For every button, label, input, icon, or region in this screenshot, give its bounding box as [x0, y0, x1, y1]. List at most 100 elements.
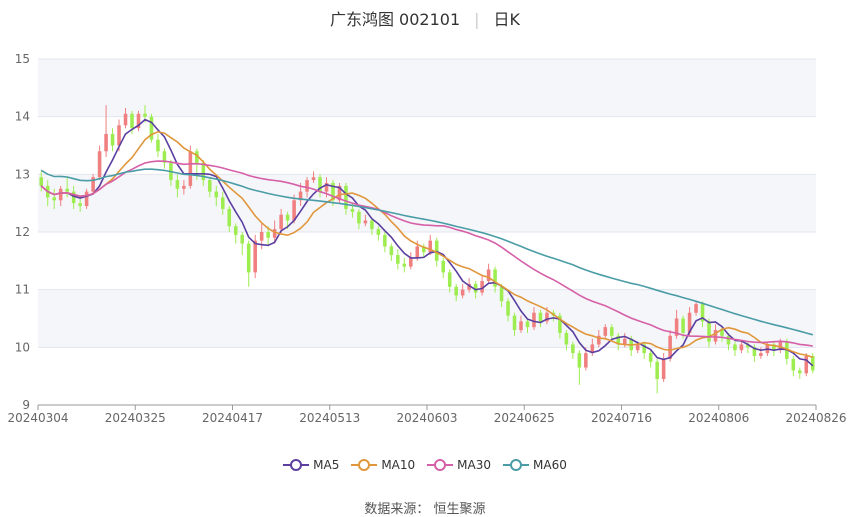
y-tick-label: 13: [15, 167, 30, 181]
grid-band: [38, 232, 816, 290]
candle-body: [175, 180, 180, 189]
candle-body: [616, 335, 621, 345]
candle-body: [65, 188, 69, 192]
legend-item-ma10[interactable]: MA10: [351, 458, 415, 472]
candle-body: [298, 191, 303, 201]
candle-body: [441, 260, 445, 273]
candle-body: [182, 185, 186, 189]
candle-body: [597, 335, 601, 345]
legend-label: MA30: [457, 458, 492, 472]
ma-line-ma60: [40, 168, 814, 336]
candle-body: [272, 229, 277, 238]
ma-line-ma30: [40, 160, 813, 347]
candle-body: [798, 370, 802, 374]
x-tick-label: 20240513: [299, 411, 360, 425]
candle-body: [409, 257, 413, 267]
candle-body: [259, 232, 264, 241]
candle-body: [759, 353, 763, 356]
candle-body: [233, 226, 238, 235]
candle-body: [454, 286, 458, 296]
candle-body: [538, 312, 543, 322]
candle-body: [726, 335, 731, 345]
candle-body: [661, 358, 666, 380]
candle-body: [78, 203, 82, 207]
legend-label: MA10: [381, 458, 416, 472]
candle-body: [143, 113, 147, 117]
candle-body: [220, 197, 225, 209]
legend-item-ma60[interactable]: MA60: [503, 458, 567, 472]
candle-body: [344, 185, 348, 209]
candle-body: [739, 344, 744, 351]
candle-body: [571, 344, 575, 354]
grid-band: [38, 116, 816, 175]
y-tick-label: 12: [15, 225, 30, 239]
candle-body: [357, 211, 361, 224]
candle-body: [104, 133, 108, 152]
x-tick-label: 20240826: [785, 411, 846, 425]
legend-item-ma30[interactable]: MA30: [427, 458, 491, 472]
candle-body: [214, 191, 219, 198]
legend-marker: [427, 459, 454, 471]
candle-body: [635, 344, 640, 351]
candle-body: [415, 246, 420, 258]
candle-body: [434, 240, 439, 261]
candle-body: [590, 344, 595, 354]
candle-body: [791, 358, 796, 371]
candle-body: [564, 332, 569, 345]
candle-body: [810, 355, 815, 371]
candle-body: [545, 312, 549, 322]
candle-body: [642, 344, 646, 354]
candle-body: [674, 318, 679, 336]
candle-body: [584, 353, 588, 368]
x-tick-label: 20240716: [591, 411, 652, 425]
x-tick-label: 20240325: [105, 411, 166, 425]
candle-body: [253, 240, 257, 273]
y-tick-label: 10: [15, 340, 30, 354]
candle-body: [376, 229, 381, 235]
candle-body: [486, 269, 491, 282]
candle-body: [519, 321, 523, 331]
candle-body: [499, 286, 504, 302]
candle-body: [778, 341, 783, 351]
candle-body: [493, 269, 497, 287]
x-tick-label: 20240806: [688, 411, 749, 425]
candle-body: [227, 208, 232, 227]
candle-body: [752, 347, 757, 356]
legend-item-ma5[interactable]: MA5: [283, 458, 339, 472]
candle-body: [71, 191, 76, 204]
candle-body: [136, 113, 141, 129]
candle-body: [350, 208, 355, 212]
x-tick-label: 20240417: [202, 411, 263, 425]
candle-body: [188, 151, 193, 186]
candle-body: [331, 182, 335, 201]
candle-body: [713, 330, 718, 342]
candle-body: [700, 304, 705, 322]
candle-body: [324, 182, 329, 192]
candle-body: [396, 255, 400, 264]
grid-band: [38, 59, 816, 117]
candle-body: [609, 327, 614, 336]
candle-body: [266, 232, 270, 238]
candle-body: [84, 191, 89, 207]
candle-body: [389, 246, 394, 256]
candle-body: [720, 330, 724, 336]
candle-body: [130, 113, 134, 129]
candle-body: [421, 246, 426, 253]
candle-body: [687, 312, 692, 333]
legend-marker: [503, 459, 530, 471]
candle-body: [577, 353, 582, 368]
candle-body: [58, 188, 63, 201]
legend: MA5 MA10 MA30 MA60: [0, 458, 850, 475]
candle-body: [311, 177, 316, 181]
grid-band: [38, 347, 816, 405]
ma-line-ma10: [40, 131, 814, 359]
candle-body: [383, 234, 387, 247]
candle-body: [681, 318, 685, 333]
y-tick-label: 15: [15, 52, 30, 66]
candle-body: [447, 272, 452, 287]
x-tick-label: 20240304: [7, 411, 68, 425]
candle-body: [363, 220, 368, 224]
candle-body: [603, 327, 608, 336]
y-tick-label: 11: [15, 283, 30, 297]
candle-body: [473, 283, 478, 293]
